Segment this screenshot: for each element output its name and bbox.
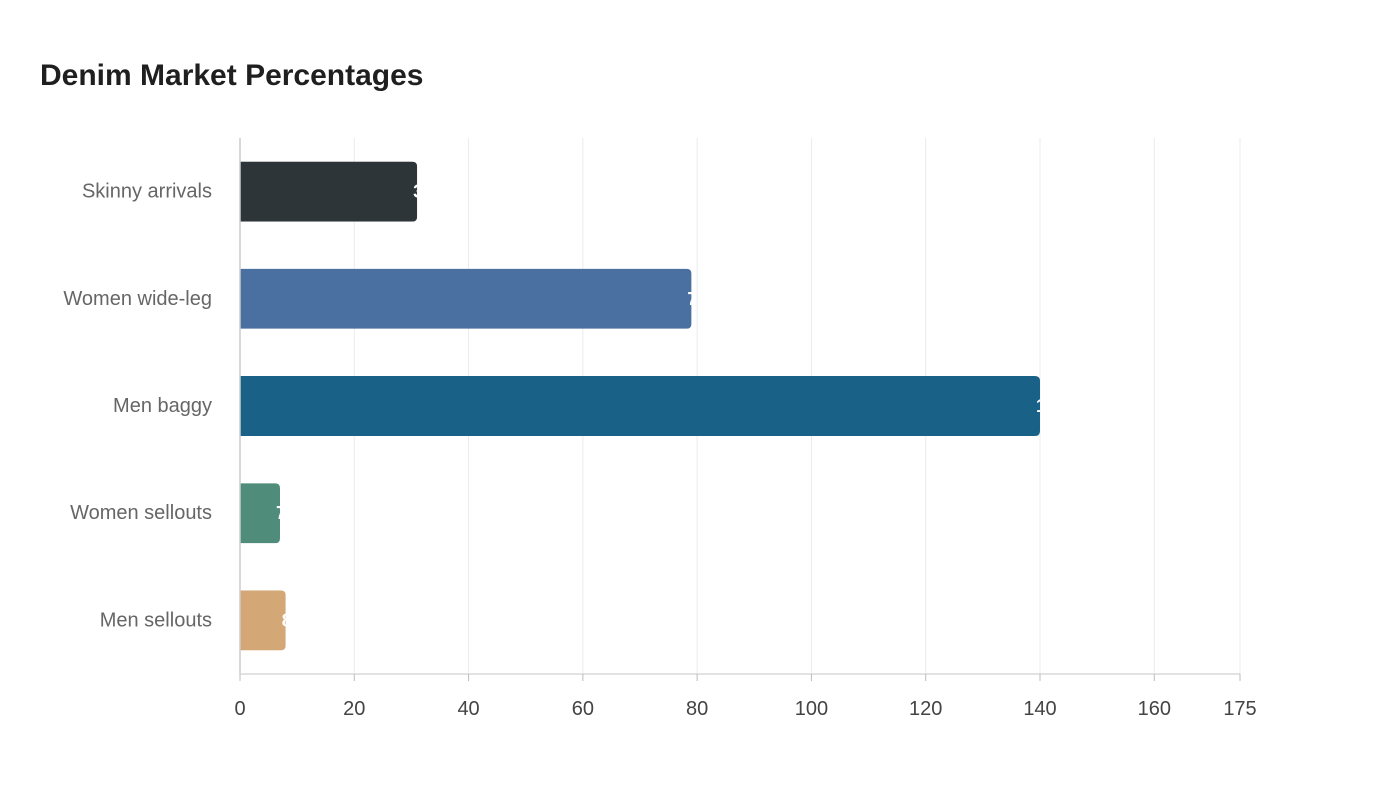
bar-group: 8: [240, 590, 292, 651]
category-label: Skinny arrivals: [82, 181, 212, 203]
bar-value-label: 7: [276, 503, 286, 523]
labels: Skinny arrivals Women wide-leg Men baggy Wo…: [63, 181, 1256, 720]
category-label: Men baggy: [113, 395, 212, 417]
bar: [240, 376, 1040, 436]
x-tick-label: 140: [1023, 698, 1056, 720]
category-label: Men sellouts: [100, 609, 212, 631]
category-label: Women sellouts: [70, 502, 212, 524]
bar-group: 7: [240, 483, 286, 544]
bar: [240, 590, 286, 651]
bar-value-label: 31: [413, 182, 433, 202]
x-tick-label: 80: [686, 698, 708, 720]
x-tick-label: 160: [1138, 698, 1171, 720]
x-tick-label: 120: [909, 698, 942, 720]
bar: [240, 268, 692, 329]
axes: [239, 138, 1241, 681]
bar-group: 31: [240, 161, 433, 222]
x-tick-label: 175: [1223, 698, 1256, 720]
bar: [240, 483, 280, 544]
chart-title: Denim Market Percentages: [40, 59, 424, 92]
bar: [240, 161, 418, 222]
bar-value-label: 79: [687, 289, 707, 309]
x-tick-label: 40: [457, 698, 479, 720]
x-tick-label: 0: [234, 698, 245, 720]
bars: 31 79 140 7 8: [240, 161, 1066, 651]
bar-value-label: 140: [1036, 396, 1066, 416]
x-tick-label: 100: [795, 698, 828, 720]
x-tick-label: 60: [572, 698, 594, 720]
x-tick-label: 20: [343, 698, 365, 720]
bar-group: 79: [240, 268, 707, 329]
bar-value-label: 8: [282, 610, 292, 630]
category-label: Women wide-leg: [63, 288, 212, 310]
bar-group: 140: [240, 376, 1066, 436]
